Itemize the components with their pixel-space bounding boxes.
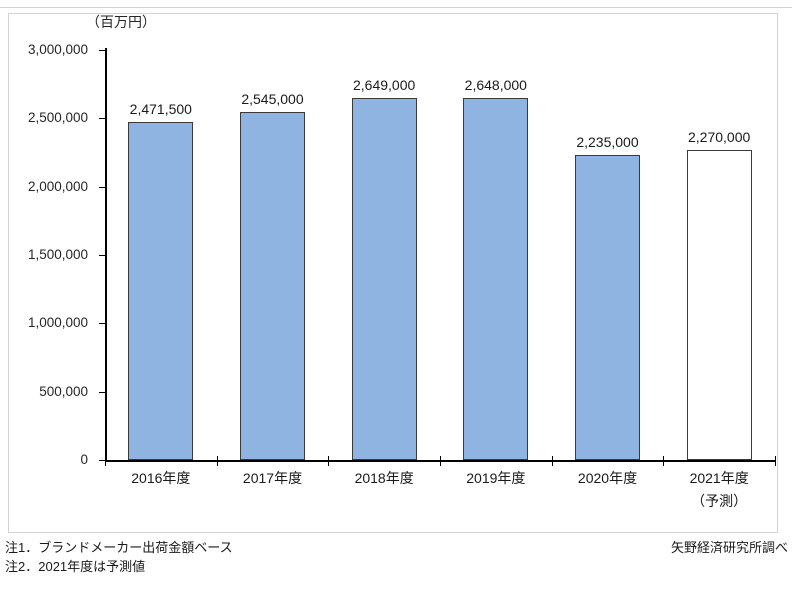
chart-frame	[8, 13, 778, 533]
source-credit: 矢野経済研究所調べ	[670, 540, 788, 555]
footnote-1: 注1．ブランドメーカー出荷金額ベース	[5, 540, 233, 555]
footnote-2: 注2．2021年度は予測値	[5, 559, 146, 574]
y-axis-unit-label: （百万円）	[86, 14, 156, 30]
top-divider	[0, 7, 792, 8]
